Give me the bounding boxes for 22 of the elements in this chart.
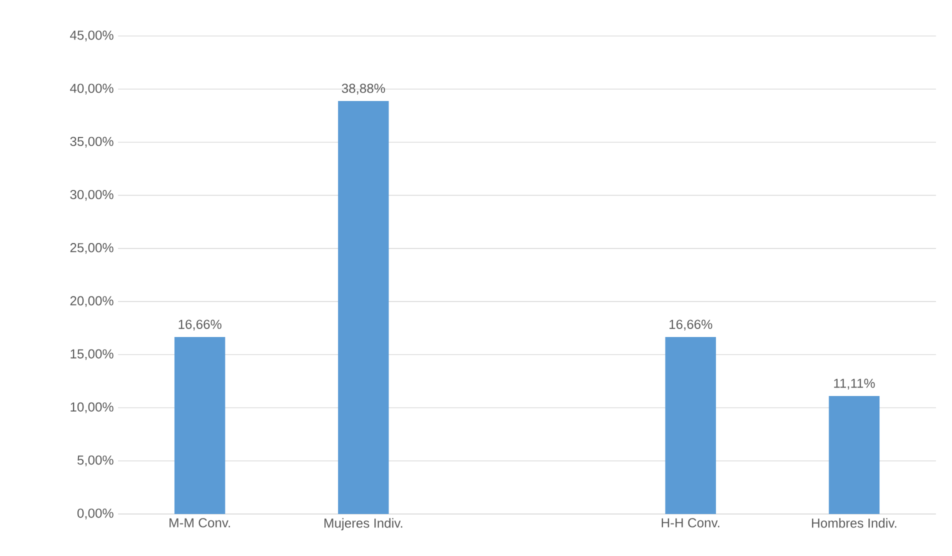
x-tick-label: Hombres Indiv. — [812, 518, 896, 528]
y-tick-label: 10,00% — [70, 402, 114, 414]
y-tick-label: 35,00% — [70, 136, 114, 148]
bar — [174, 337, 226, 514]
bar — [828, 396, 880, 514]
y-tick-label: 15,00% — [70, 349, 114, 360]
data-label: 16,66% — [178, 320, 222, 330]
data-label: 11,11% — [834, 378, 875, 390]
y-tick-label: 30,00% — [70, 190, 114, 201]
y-tick-label: 5,00% — [77, 456, 114, 466]
x-tick-label: Mujeres Indiv. — [324, 518, 402, 530]
x-tick-label: H-H Conv. — [662, 518, 720, 528]
y-tick-label: 20,00% — [70, 296, 114, 307]
bar — [665, 337, 716, 514]
y-tick-label: 25,00% — [70, 243, 114, 254]
y-tick-label: 0,00% — [77, 508, 114, 520]
y-tick-label: 40,00% — [70, 84, 114, 94]
data-label: 38,88% — [342, 84, 385, 94]
y-tick-label: 45,00% — [70, 30, 114, 42]
x-tick-label: M-M Conv. — [170, 518, 230, 528]
data-label: 16,66% — [670, 320, 712, 330]
bar — [338, 101, 389, 514]
